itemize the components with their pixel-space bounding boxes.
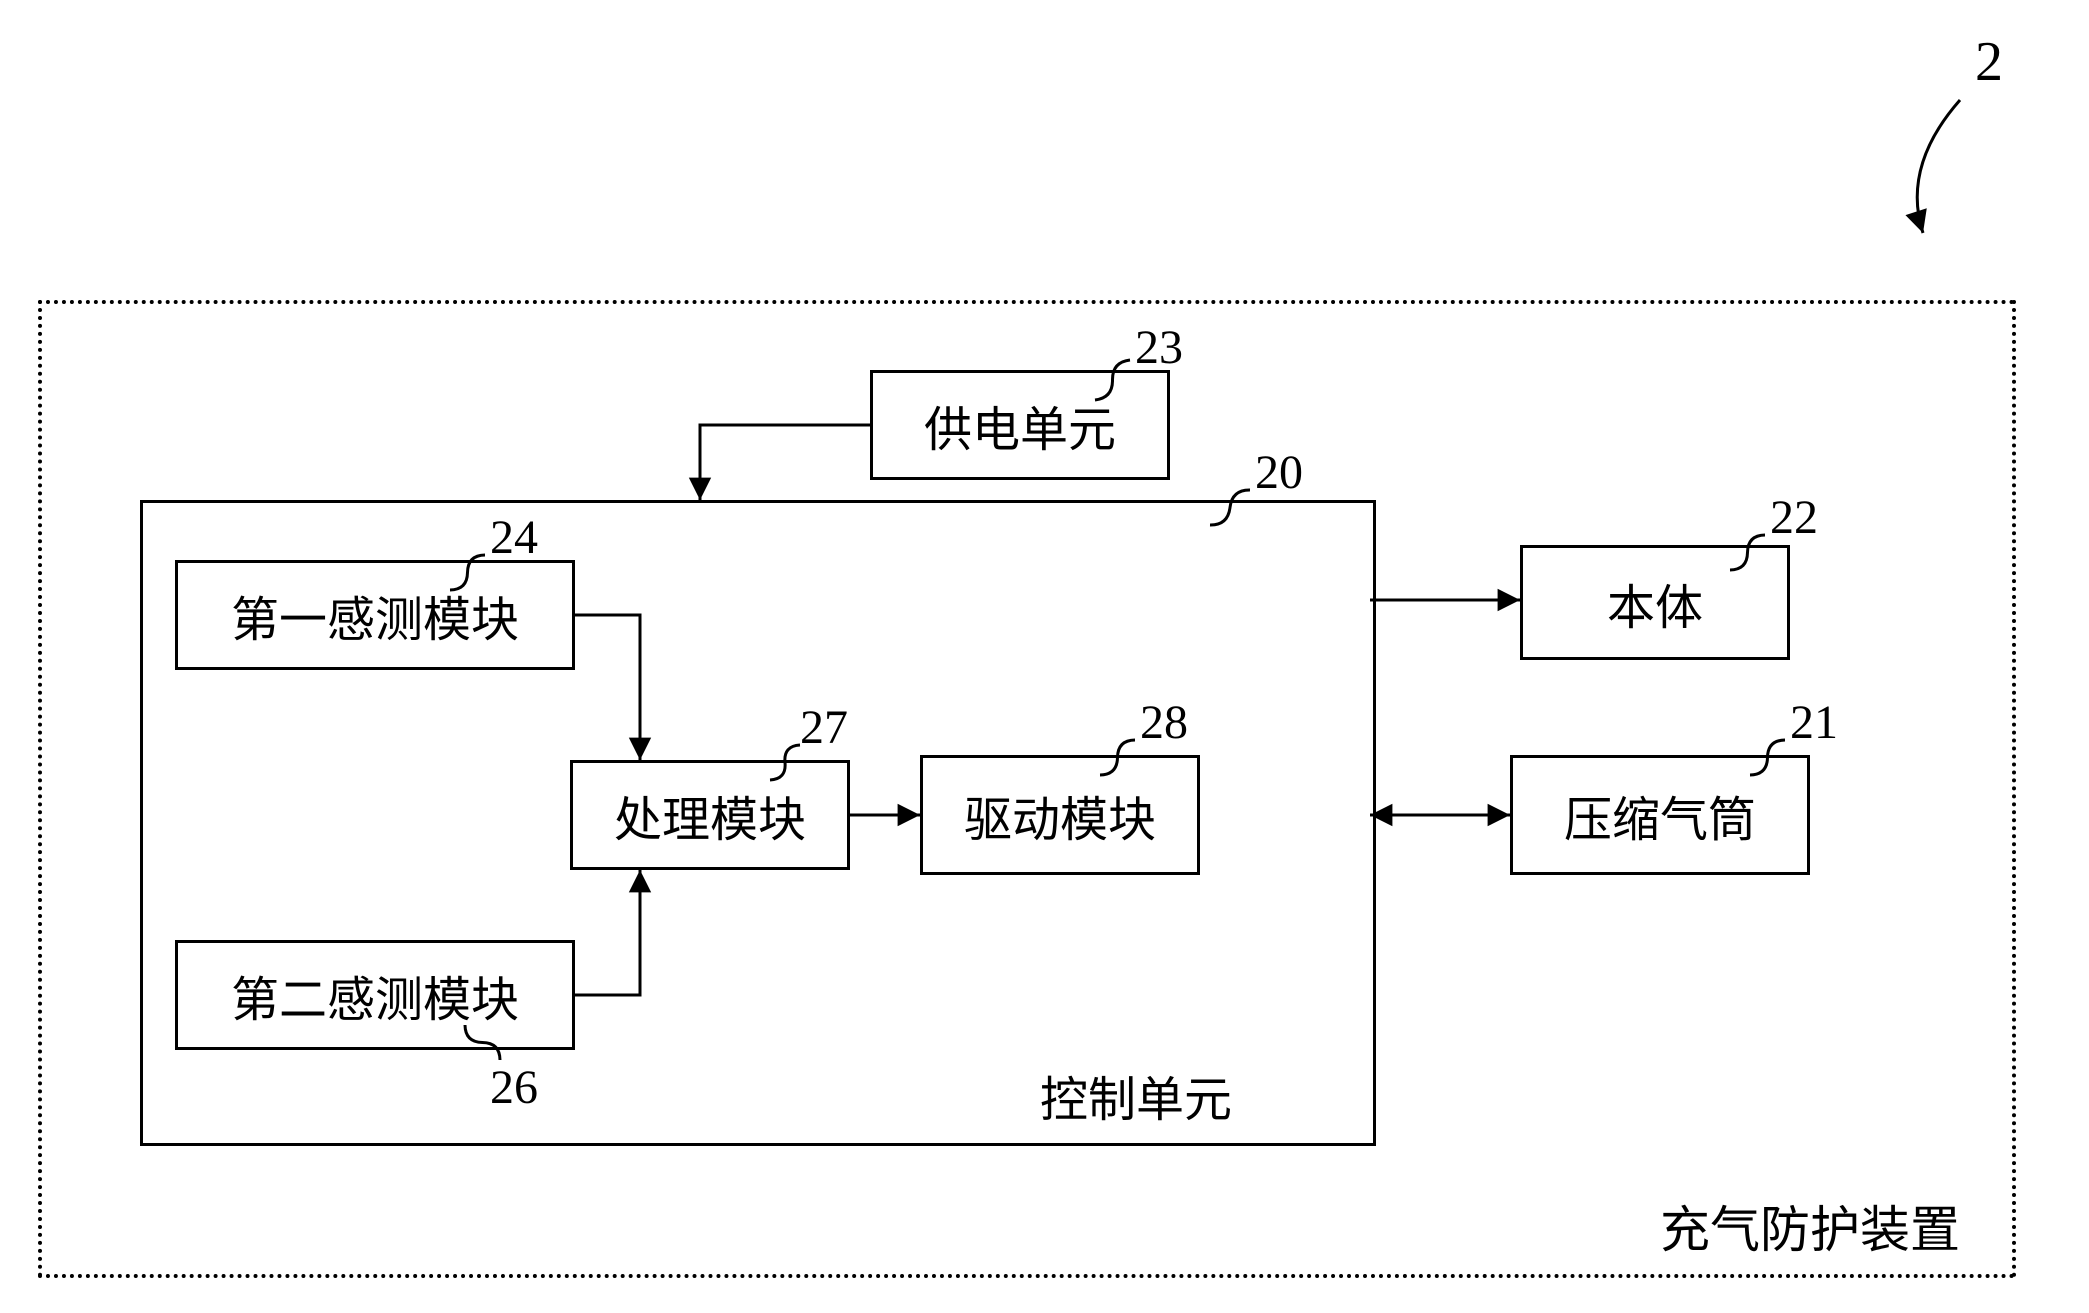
node-drive-label: 驱动模块 [964,780,1156,850]
ref-28: 28 [1140,695,1188,750]
node-sensor2: 第二感测模块 [175,940,575,1050]
node-process-label: 处理模块 [614,780,806,850]
ref-20: 20 [1255,445,1303,500]
node-power-label: 供电单元 [924,390,1116,460]
node-sensor1: 第一感测模块 [175,560,575,670]
ref-23: 23 [1135,320,1183,375]
ref-26: 26 [490,1060,538,1115]
node-sensor2-label: 第二感测模块 [231,960,519,1030]
node-body: 本体 [1520,545,1790,660]
ref-2: 2 [1975,30,2003,94]
outer-title: 充气防护装置 [1660,1190,1960,1262]
node-process: 处理模块 [570,760,850,870]
node-cylinder-label: 压缩气筒 [1564,780,1756,850]
node-cylinder: 压缩气筒 [1510,755,1810,875]
ref-22: 22 [1770,490,1818,545]
diagram-canvas: 充气防护装置 2 控制单元 供电单元 第一感测模块 第二感测模块 处理模块 驱动… [0,0,2089,1313]
node-body-label: 本体 [1607,568,1703,638]
ref-21: 21 [1790,695,1838,750]
node-drive: 驱动模块 [920,755,1200,875]
ref-27: 27 [800,700,848,755]
control-unit-title: 控制单元 [1040,1060,1232,1130]
node-power: 供电单元 [870,370,1170,480]
ref-24: 24 [490,510,538,565]
node-sensor1-label: 第一感测模块 [231,580,519,650]
